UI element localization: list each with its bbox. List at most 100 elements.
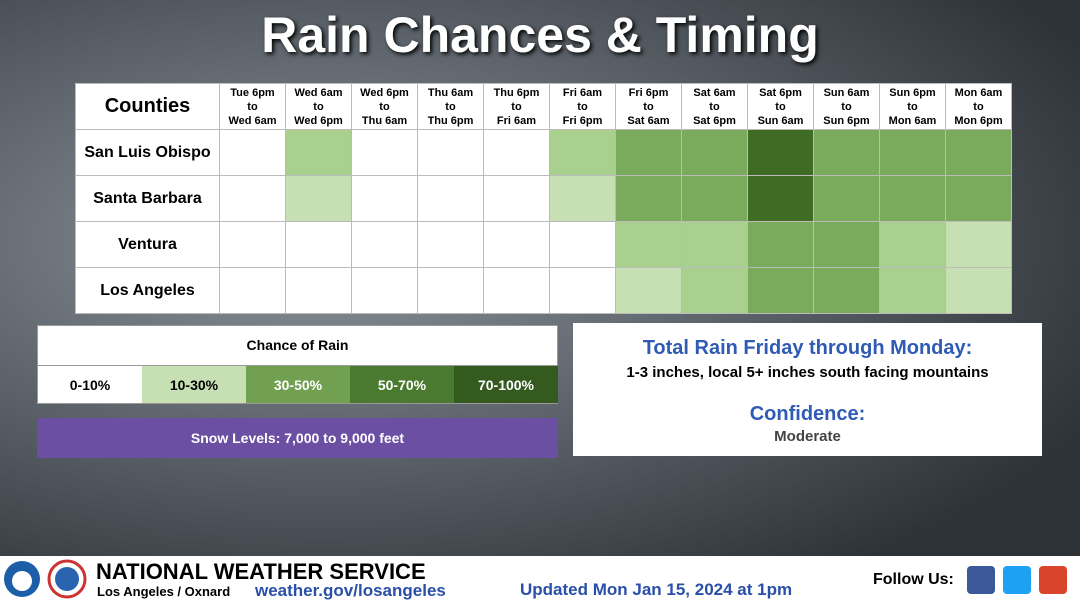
footer: NATIONAL WEATHER SERVICE Los Angeles / O… (0, 556, 1080, 602)
rain-cell (483, 175, 550, 222)
rain-cell (681, 267, 748, 314)
rain-cell (813, 129, 880, 176)
rain-cell (879, 221, 946, 268)
rain-cell (945, 267, 1012, 314)
column-header: Fri 6pm to Sat 6am (615, 83, 682, 130)
column-header: Sat 6pm to Sun 6am (747, 83, 814, 130)
column-header-line: to (313, 100, 324, 113)
column-header-line: Thu 6pm (427, 114, 474, 127)
legend: Chance of Rain 0-10% 10-30% 30-50% 50-70% 70… (37, 325, 558, 404)
county-name: San Luis Obispo (75, 129, 220, 176)
rain-cell (945, 175, 1012, 222)
rain-cell (351, 267, 418, 314)
info-heading: Total Rain Friday through Monday: (642, 337, 973, 359)
legend-item: 30-50% (246, 365, 350, 403)
column-header-line: to (577, 100, 588, 113)
rain-cell (351, 175, 418, 222)
rain-cell (813, 267, 880, 314)
social-icons[interactable] (965, 564, 1075, 596)
snow-levels: Snow Levels: 7,000 to 9,000 feet (37, 418, 558, 458)
confidence: Moderate (774, 428, 841, 445)
column-header: Sat 6am to Sat 6pm (681, 83, 748, 130)
rain-cell (747, 221, 814, 268)
column-header-line: Mon 6pm (954, 114, 1003, 127)
url[interactable]: weather.gov/losangeles (255, 581, 446, 600)
rain-cell (549, 221, 616, 268)
rain-cell (681, 129, 748, 176)
rain-cell (219, 129, 286, 176)
column-header-line: to (511, 100, 522, 113)
column-header-line: to (643, 100, 654, 113)
column-header: Mon 6am to Mon 6pm (945, 83, 1012, 130)
column-header-line: Mon 6am (954, 86, 1003, 99)
column-header: Thu 6am to Thu 6pm (417, 83, 484, 130)
column-header-line: Sun 6am (757, 114, 804, 127)
column-header-line: Wed 6pm (294, 114, 343, 127)
column-header-line: Sat 6pm (759, 86, 802, 99)
rain-cell (285, 129, 352, 176)
rain-cell (879, 267, 946, 314)
rain-cell (549, 129, 616, 176)
rain-cell (945, 129, 1012, 176)
rain-cell (483, 129, 550, 176)
rain-table: Counties Tue 6pm to Wed 6am Wed 6am to Wed 6pm… (75, 83, 1012, 314)
county-row: Los Angeles (75, 267, 1012, 314)
column-header-line: to (973, 100, 984, 113)
column-header: Thu 6pm to Fri 6am (483, 83, 550, 130)
column-header-line: Wed 6am (228, 114, 277, 127)
rain-cell (747, 175, 814, 222)
column-header-line: Fri 6am (562, 86, 603, 99)
county-row: Santa Barbara (75, 175, 1012, 222)
column-header-line: Fri 6pm (562, 114, 603, 127)
column-header-line: Thu 6pm (493, 86, 540, 99)
rain-cell (219, 221, 286, 268)
logos (4, 559, 87, 599)
column-header-line: to (445, 100, 456, 113)
rain-cell (285, 221, 352, 268)
rain-cell (813, 175, 880, 222)
legend-item: 10-30% (142, 365, 246, 403)
rain-cell (219, 267, 286, 314)
legend-item: 50-70% (350, 365, 454, 403)
column-header-line: Wed 6am (294, 86, 343, 99)
legend-item: 0-10% (38, 365, 142, 403)
column-header-line: Sat 6pm (693, 114, 736, 127)
rain-cell (285, 175, 352, 222)
legend-item: 70-100% (454, 365, 558, 403)
county-name: Los Angeles (75, 267, 220, 314)
rain-cell (351, 129, 418, 176)
rain-cell (417, 267, 484, 314)
column-header-line: Sat 6am (693, 86, 736, 99)
updated: Updated Mon Jan 15, 2024 at 1pm (520, 580, 793, 599)
rain-cell (417, 129, 484, 176)
rain-cell (285, 267, 352, 314)
column-header-line: Sat 6am (627, 114, 670, 127)
county-name: Santa Barbara (75, 175, 220, 222)
column-header-line: to (841, 100, 852, 113)
rain-cell (483, 221, 550, 268)
rain-cell (549, 175, 616, 222)
column-header-line: to (379, 100, 390, 113)
rain-cell (945, 221, 1012, 268)
column-header-line: Sun 6pm (889, 86, 936, 99)
column-header-line: Mon 6am (888, 114, 937, 127)
rain-cell (879, 175, 946, 222)
agency: NATIONAL WEATHER SERVICE (96, 559, 426, 584)
column-header-line: to (247, 100, 258, 113)
rain-cell (549, 267, 616, 314)
rain-cell (615, 129, 682, 176)
title: Rain Chances & Timing (261, 7, 819, 63)
rain-cell (351, 221, 418, 268)
follow: Follow Us: (873, 571, 954, 588)
rain-cell (615, 221, 682, 268)
rain-cell (417, 175, 484, 222)
column-header: Wed 6pm to Thu 6am (351, 83, 418, 130)
info-box: Total Rain Friday through Monday: 1-3 in… (573, 323, 1042, 456)
column-header-line: Sun 6pm (823, 114, 870, 127)
office: Los Angeles / Oxnard (97, 584, 231, 599)
column-header: Wed 6am to Wed 6pm (285, 83, 352, 130)
column-header: Sun 6pm to Mon 6am (879, 83, 946, 130)
county-name: Ventura (75, 221, 220, 268)
rain-cell (615, 175, 682, 222)
